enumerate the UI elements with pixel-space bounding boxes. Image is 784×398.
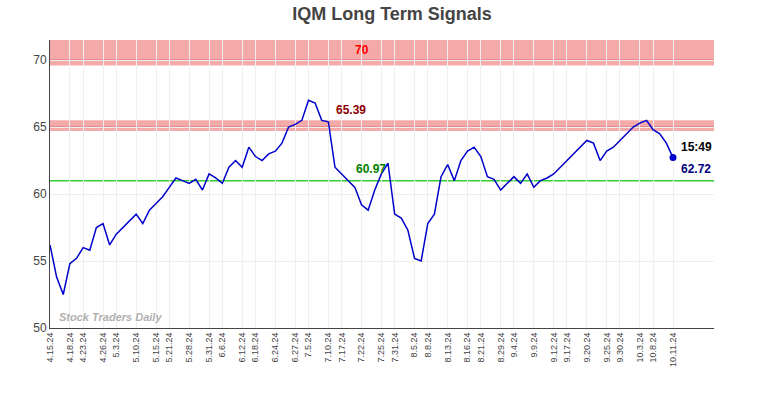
svg-text:5.21.24: 5.21.24 bbox=[164, 333, 174, 363]
svg-text:9.30.24: 9.30.24 bbox=[615, 333, 625, 363]
svg-text:70: 70 bbox=[355, 43, 369, 57]
svg-text:IQM Long Term Signals: IQM Long Term Signals bbox=[292, 4, 492, 24]
svg-text:7.25.24: 7.25.24 bbox=[376, 333, 386, 363]
svg-text:65: 65 bbox=[33, 120, 47, 134]
svg-text:10.8.24: 10.8.24 bbox=[648, 333, 658, 363]
svg-text:9.17.24: 9.17.24 bbox=[562, 333, 572, 363]
svg-text:7.17.24: 7.17.24 bbox=[337, 333, 347, 363]
svg-text:9.20.24: 9.20.24 bbox=[582, 333, 592, 363]
svg-text:5.3.24: 5.3.24 bbox=[111, 333, 121, 358]
svg-text:8.21.24: 8.21.24 bbox=[476, 333, 486, 363]
svg-text:9.4.24: 9.4.24 bbox=[509, 333, 519, 358]
svg-text:4.15.24: 4.15.24 bbox=[45, 333, 55, 363]
svg-text:5.31.24: 5.31.24 bbox=[204, 333, 214, 363]
svg-text:10.11.24: 10.11.24 bbox=[668, 333, 678, 367]
svg-text:50: 50 bbox=[33, 321, 47, 335]
svg-text:55: 55 bbox=[33, 254, 47, 268]
svg-text:4.18.24: 4.18.24 bbox=[65, 333, 75, 363]
svg-text:4.26.24: 4.26.24 bbox=[98, 333, 108, 363]
svg-text:9.12.24: 9.12.24 bbox=[549, 333, 559, 363]
svg-text:6.12.24: 6.12.24 bbox=[237, 333, 247, 363]
svg-text:6.6.24: 6.6.24 bbox=[217, 333, 227, 358]
svg-text:65.39: 65.39 bbox=[336, 103, 366, 117]
svg-text:8.29.24: 8.29.24 bbox=[496, 333, 506, 363]
svg-text:6.18.24: 6.18.24 bbox=[250, 333, 260, 363]
svg-text:8.5.24: 8.5.24 bbox=[409, 333, 419, 358]
svg-text:5.28.24: 5.28.24 bbox=[184, 333, 194, 363]
svg-text:60: 60 bbox=[33, 187, 47, 201]
svg-text:4.23.24: 4.23.24 bbox=[78, 333, 88, 363]
svg-text:15:49: 15:49 bbox=[681, 140, 712, 154]
svg-text:8.16.24: 8.16.24 bbox=[462, 333, 472, 363]
svg-text:8.8.24: 8.8.24 bbox=[423, 333, 433, 358]
svg-text:6.27.24: 6.27.24 bbox=[290, 333, 300, 363]
svg-text:5.10.24: 5.10.24 bbox=[131, 333, 141, 363]
svg-text:9.25.24: 9.25.24 bbox=[602, 333, 612, 363]
svg-text:7.5.24: 7.5.24 bbox=[303, 333, 313, 358]
svg-text:7.31.24: 7.31.24 bbox=[390, 333, 400, 363]
svg-text:8.13.24: 8.13.24 bbox=[443, 333, 453, 363]
svg-text:9.9.24: 9.9.24 bbox=[529, 333, 539, 358]
svg-text:10.3.24: 10.3.24 bbox=[635, 333, 645, 363]
svg-text:60.97: 60.97 bbox=[356, 162, 386, 176]
svg-text:7.10.24: 7.10.24 bbox=[323, 333, 333, 363]
svg-text:5.15.24: 5.15.24 bbox=[151, 333, 161, 363]
svg-text:Stock Traders Daily: Stock Traders Daily bbox=[59, 311, 162, 323]
svg-text:70: 70 bbox=[33, 53, 47, 67]
svg-text:62.72: 62.72 bbox=[681, 162, 711, 176]
svg-text:6.24.24: 6.24.24 bbox=[270, 333, 280, 363]
svg-text:7.22.24: 7.22.24 bbox=[356, 333, 366, 363]
